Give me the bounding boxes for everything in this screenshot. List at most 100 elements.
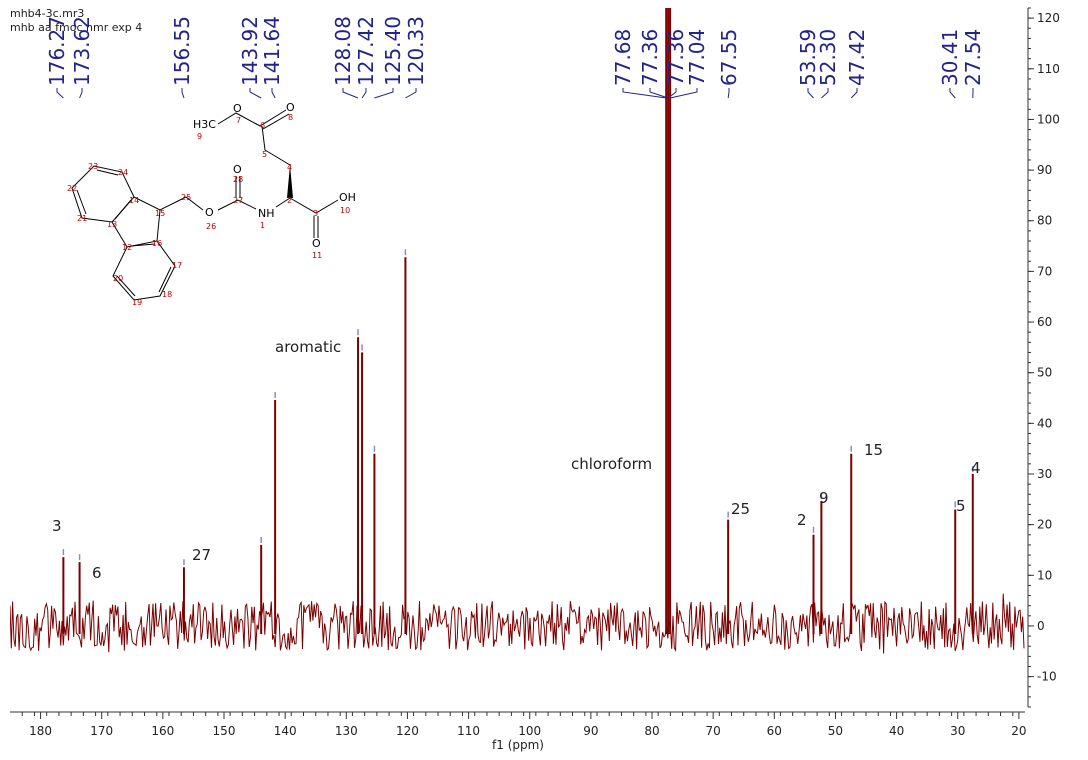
peak-label: 143.92 (238, 16, 262, 86)
annotation: chloroform (571, 455, 652, 473)
y-tick-label: 10 (1037, 568, 1052, 582)
x-tick-label: 150 (213, 724, 236, 738)
y-tick-label: 70 (1037, 264, 1052, 278)
x-tick-label: 180 (29, 724, 52, 738)
atom-number: 1 (260, 221, 265, 230)
peak-label: 27.54 (961, 29, 985, 86)
peak-label-connector (949, 88, 956, 99)
atom-number: 15 (155, 209, 165, 218)
peak-label: 67.55 (717, 29, 741, 86)
x-tick-label: 40 (889, 724, 904, 738)
peak-label-connector (667, 88, 677, 99)
atom-number: 22 (67, 184, 77, 193)
y-tick-label: 80 (1037, 214, 1052, 228)
atom-number: 3 (313, 209, 318, 218)
atom-number: 14 (129, 196, 139, 205)
annotation: 4 (971, 459, 981, 477)
y-tick-label: 30 (1037, 467, 1052, 481)
peak-label-connector (249, 88, 262, 99)
atom-label: O (233, 163, 242, 176)
atom-label: O (312, 237, 321, 250)
y-tick-label: 0 (1037, 619, 1045, 633)
atom-label: O (286, 101, 295, 114)
annotation: 6 (92, 564, 102, 582)
header-line: mhb aa fmoc nmr exp 4 (10, 21, 142, 34)
atom-number: 28 (233, 175, 243, 184)
atom-number: 21 (77, 214, 87, 223)
peak-label: 141.64 (260, 16, 284, 86)
peak-label-connector (850, 88, 858, 99)
atom-number: 13 (107, 220, 117, 229)
atom-label: O (205, 206, 214, 219)
peak-label-connector (405, 88, 417, 99)
atom-label: NH (258, 207, 275, 220)
peak-label: 47.42 (845, 29, 869, 86)
y-tick-label: 110 (1037, 62, 1060, 76)
atom-number: 5 (262, 150, 267, 159)
x-tick-label: 90 (583, 724, 598, 738)
noise (10, 593, 1025, 654)
annotation: 9 (819, 489, 829, 507)
peak-label-connector (56, 88, 64, 99)
x-tick-label: 160 (151, 724, 174, 738)
annotation: 2 (797, 511, 807, 529)
x-tick-label: 120 (396, 724, 419, 738)
x-tick-label: 110 (457, 724, 480, 738)
x-tick-label: 60 (767, 724, 782, 738)
x-tick-label: 130 (335, 724, 358, 738)
header-line: mhb4-3c.mr3 (10, 7, 84, 20)
atom-number: 25 (181, 193, 191, 202)
plot (10, 8, 1025, 654)
x-tick-label: 30 (950, 724, 965, 738)
x-tick-label: 80 (644, 724, 659, 738)
atom-label: H3C (193, 118, 216, 131)
atom-number: 16 (152, 239, 162, 248)
peak-label: 128.08 (331, 16, 355, 86)
peak-label: 120.33 (404, 16, 428, 86)
peak-label: 52.30 (816, 29, 840, 86)
y-tick-label: 20 (1037, 518, 1052, 532)
peak-label-connector (807, 88, 814, 99)
peak-label: 125.40 (381, 16, 405, 86)
x-tick-label: 70 (706, 724, 721, 738)
atom-label: OH (339, 191, 356, 204)
atom-number: 17 (172, 261, 182, 270)
y-tick-label: 40 (1037, 416, 1052, 430)
atom-number: 10 (340, 206, 350, 215)
peak-label: 176.27 (45, 16, 69, 86)
atom-number: 27 (233, 196, 243, 205)
peak-label-connector (181, 88, 185, 99)
atom-number: 20 (113, 274, 123, 283)
peak-label: 156.55 (170, 16, 194, 86)
annotation: 25 (731, 500, 750, 518)
atom-number: 19 (132, 298, 142, 307)
peak-label-connector (622, 88, 667, 99)
peak-label: 77.68 (611, 29, 635, 86)
peak-label-connector (361, 88, 367, 99)
peak-label: 30.41 (938, 29, 962, 86)
atom-number: 26 (206, 222, 216, 231)
y-tick-label: 60 (1037, 315, 1052, 329)
peak-label-connector (271, 88, 276, 99)
peak-label: 53.59 (796, 29, 820, 86)
atom-number: 24 (118, 168, 128, 177)
peak-label-connector (79, 88, 83, 99)
y-tick-label: 100 (1037, 112, 1060, 126)
annotation: 5 (956, 497, 966, 515)
atom-number: 12 (122, 243, 132, 252)
x-tick-label: 20 (1011, 724, 1026, 738)
annotation: aromatic (275, 338, 341, 356)
atom-number: 2 (287, 196, 292, 205)
peak-label: 77.04 (685, 29, 709, 86)
y-tick-label: -10 (1037, 670, 1057, 684)
atom-label: O (233, 102, 242, 115)
atom-number: 7 (236, 116, 241, 125)
x-tick-label: 50 (828, 724, 843, 738)
annotation: 15 (864, 441, 883, 459)
atom-number: 6 (260, 121, 265, 130)
peak-label-connector (727, 88, 730, 99)
y-tick-label: 90 (1037, 163, 1052, 177)
peak-label-connector (670, 88, 698, 99)
peak-label: 127.42 (354, 16, 378, 86)
